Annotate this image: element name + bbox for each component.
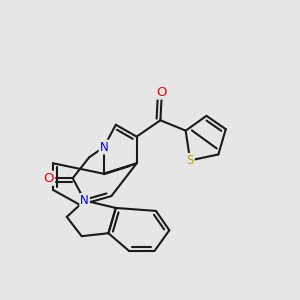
Text: N: N: [80, 194, 89, 207]
Text: O: O: [157, 85, 167, 98]
Text: S: S: [186, 154, 194, 167]
Text: O: O: [44, 172, 54, 185]
Text: N: N: [100, 140, 108, 154]
